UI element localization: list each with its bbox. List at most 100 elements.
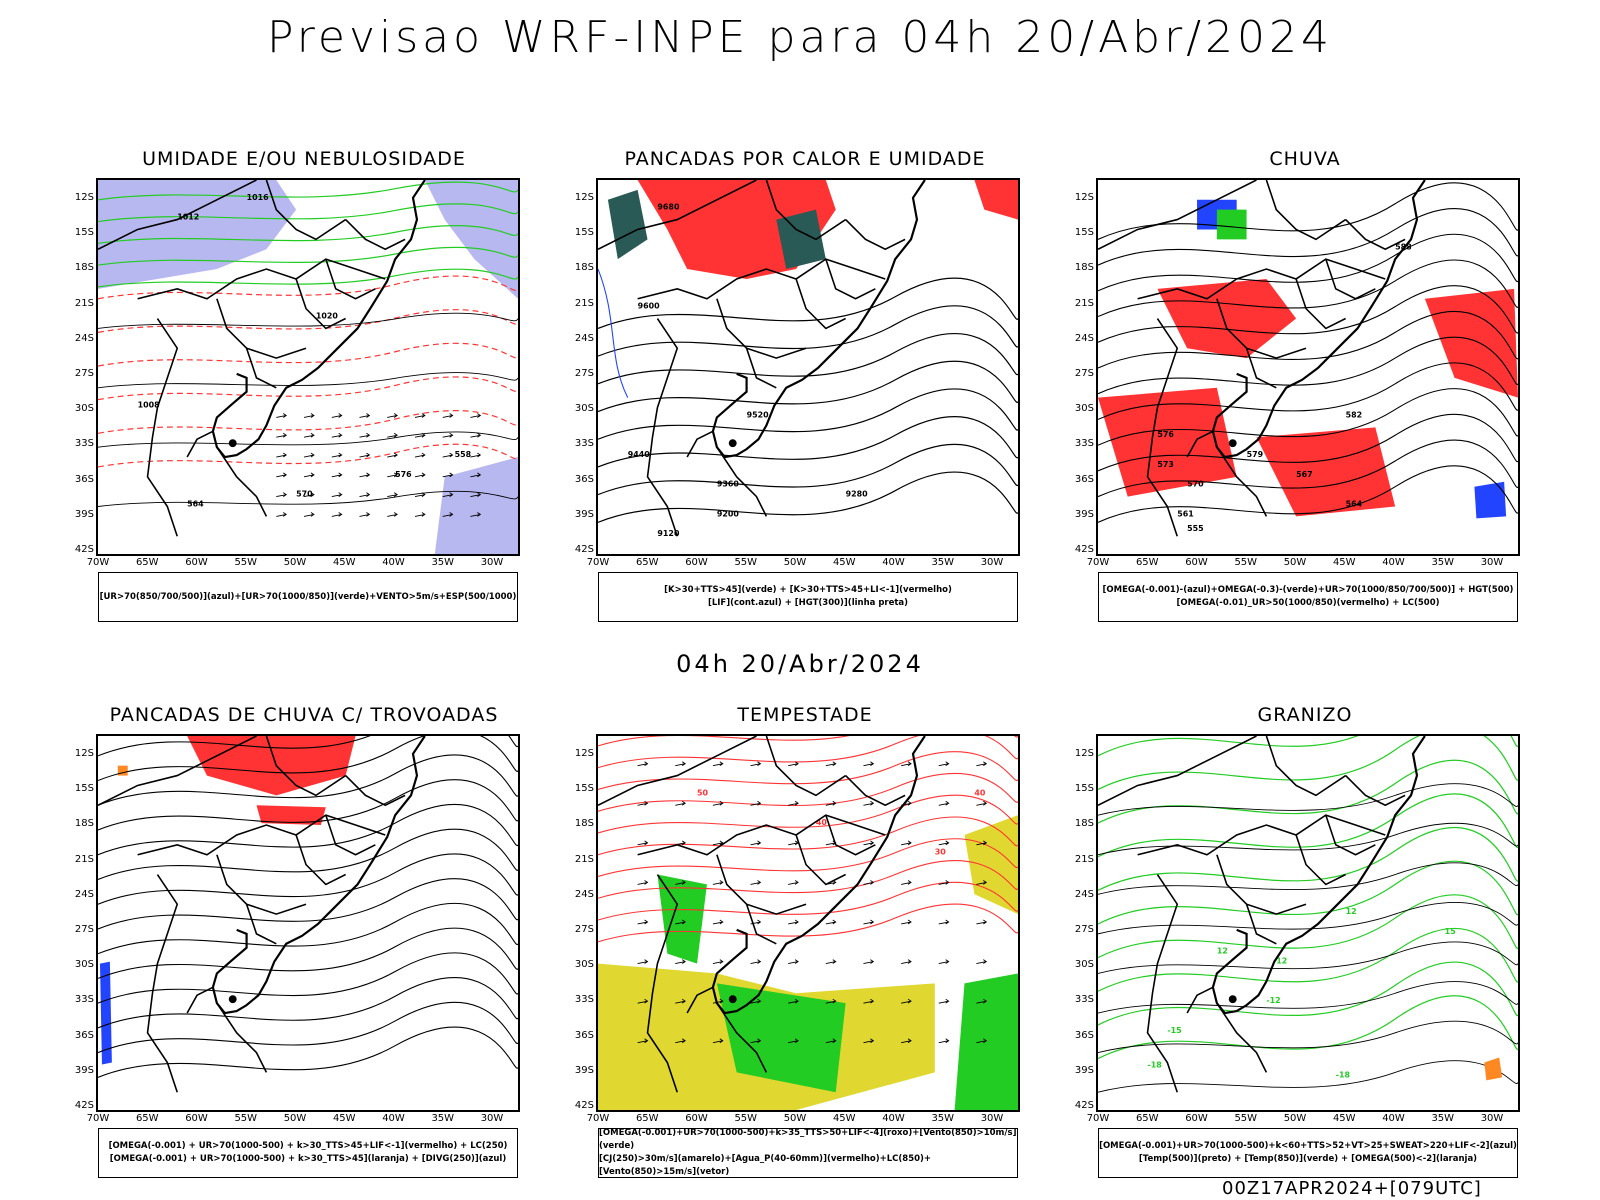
lat-tick-label: 15S (74, 783, 94, 795)
lat-tick-label: 36S (1074, 1029, 1094, 1041)
thickness-contour (98, 443, 518, 468)
state-border (686, 430, 714, 458)
hgt300-contour (598, 443, 1018, 496)
coastline (1211, 180, 1426, 459)
state-border (745, 903, 777, 945)
wind-vector (788, 1038, 799, 1044)
lon-tick-label: 40W (882, 1113, 905, 1124)
lon-tick-label: 60W (1185, 1113, 1208, 1124)
wind-vector (331, 512, 343, 517)
hgt300-contour (598, 471, 1018, 523)
lat-tick-label: 30S (74, 403, 94, 415)
state-border (137, 814, 386, 856)
lat-tick-label: 27S (74, 924, 94, 935)
lat-tick-label: 33S (574, 438, 594, 450)
hgt500-contour (1098, 182, 1518, 240)
wind-vector (938, 919, 950, 925)
lagoon-mark (1228, 439, 1237, 448)
lon-tick-label: 55W (234, 1113, 258, 1124)
lat-tick-label: 27S (1074, 924, 1094, 935)
wind-vector (442, 512, 454, 517)
wind-vector (276, 452, 288, 458)
state-border (1345, 775, 1406, 807)
hgt500-contour (1098, 439, 1518, 498)
contour-label: 555 (1187, 524, 1204, 533)
state-border (1216, 1002, 1268, 1073)
lon-tick-label: 50W (783, 1113, 807, 1124)
wind-vector (359, 472, 371, 478)
map-chuva: 588 582 579 576 573 570 567 564 561 555 (1096, 178, 1520, 556)
legend-line: [OMEGA(-0.001)+UR>70(1000-500)+k<60+TTS>… (1099, 1141, 1517, 1151)
wind850-area (716, 983, 846, 1093)
state-border (646, 318, 679, 537)
streamline-250 (98, 902, 518, 955)
lon-tick-label: 30W (980, 557, 1004, 568)
wind-vector (901, 1038, 912, 1044)
lat-tick-label: 15S (1074, 227, 1094, 239)
lat-tick-label: 21S (1074, 853, 1094, 865)
legend-line: [CJ(250)>30m/s](amarelo)+[Agua_P(40-60mm… (599, 1154, 932, 1177)
wind-vector (414, 492, 426, 498)
map-pancadas-calor: 9680 9600 9520 9440 9360 9280 9200 9120 (596, 178, 1020, 556)
state-border (1325, 258, 1376, 300)
state-border (146, 318, 179, 537)
wind-vector (750, 761, 762, 767)
wind-vector (825, 1038, 837, 1044)
lat-tick-label: 36S (574, 473, 594, 485)
lat-tick-label: 21S (574, 297, 594, 309)
map-umidade: 1012 1016 1020 1008 576 570 564 558 (96, 178, 520, 556)
lon-tick-label: 35W (931, 557, 955, 568)
streamline-250 (98, 1001, 518, 1054)
wind-vector (976, 761, 988, 767)
lat-tick-label: 21S (74, 297, 94, 309)
contour-label: 564 (187, 500, 204, 509)
hgt500-contour (1098, 413, 1518, 472)
lat-tick-label: 18S (74, 818, 94, 830)
legend-line: [OMEGA(-0.01)_UR>50(1000/850)(vermelho) … (1176, 598, 1440, 608)
state-border (686, 986, 714, 1014)
lc850-contour (598, 860, 1018, 899)
lon-tick-label: 50W (1283, 557, 1307, 568)
rh-contour (98, 181, 518, 201)
hgt500-contour (1098, 259, 1518, 318)
state-border (825, 814, 876, 856)
lat-tick-label: 24S (74, 888, 94, 900)
wind-vector (750, 840, 762, 846)
contour-label: 15 (1445, 927, 1456, 936)
legend-chuva: [OMEGA(-0.001)-(azul)+OMEGA(-0.3)-(verde… (1098, 572, 1518, 622)
wind-vector (276, 512, 288, 517)
omega-area (1474, 481, 1507, 519)
wind-vector (750, 800, 762, 806)
contour-label: 30 (935, 848, 947, 857)
instability-area (776, 209, 826, 270)
wind-vector (470, 413, 482, 418)
panel-title-chuva: CHUVA (1269, 148, 1341, 170)
lon-tick-label: 55W (734, 1113, 758, 1124)
lat-tick-label: 30S (574, 959, 594, 971)
lon-tick-label: 65W (1135, 557, 1159, 568)
wind-vector (637, 919, 649, 925)
legend-pancadas-trovoadas: [OMEGA(-0.001) + UR>70(1000-500) + k>30_… (98, 1128, 518, 1178)
rh-contour (98, 268, 518, 288)
wind-vector (863, 800, 875, 806)
lat-tick-label: 27S (574, 924, 594, 935)
coastline (211, 736, 426, 1015)
state-border (765, 736, 847, 797)
wind-vector (976, 840, 988, 846)
main-title: Previsao WRF-INPE para 04h 20/Abr/2024 (266, 12, 1333, 63)
lon-tick-label: 60W (1185, 557, 1208, 568)
wind-vector (276, 492, 288, 498)
lat-tick-label: 39S (574, 1064, 594, 1076)
thunder-area (187, 736, 356, 796)
state-border (345, 775, 406, 807)
contour-label: -18 (1336, 1070, 1351, 1079)
lon-tick-label: 65W (1135, 1113, 1159, 1124)
wind-vector (331, 432, 343, 438)
lat-tick-label: 27S (574, 368, 594, 379)
hgt300-contour (598, 305, 1018, 357)
streamline-250 (98, 804, 518, 856)
wind-vector (938, 761, 950, 767)
lat-tick-label: 30S (74, 959, 94, 971)
lat-tick-label: 12S (574, 192, 594, 203)
panel-title-tempestade: TEMPESTADE (737, 704, 873, 726)
